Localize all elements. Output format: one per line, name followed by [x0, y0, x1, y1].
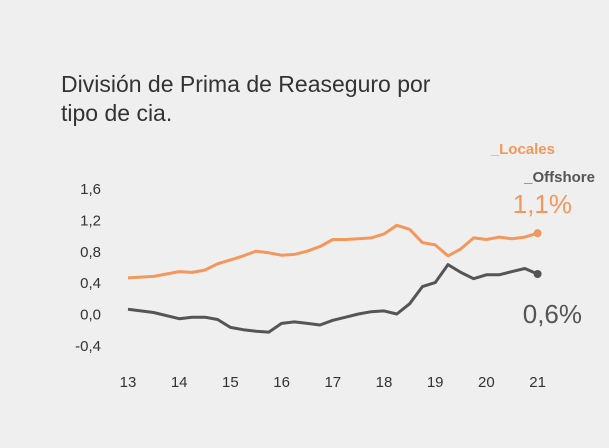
y-tick-label: 0,8 — [80, 244, 101, 261]
x-tick-label: 15 — [222, 374, 239, 391]
end-dot — [533, 229, 542, 238]
y-tick-label: 0,0 — [80, 307, 101, 324]
series-line — [127, 223, 539, 280]
legend-entry: _Locales — [490, 141, 555, 158]
x-tick-label: 16 — [273, 374, 290, 391]
end-dot — [533, 269, 542, 278]
chart-title: División de Prima de Reaseguro por tipo … — [61, 71, 431, 126]
x-tick-label: 18 — [376, 374, 393, 391]
y-tick-label: 1,2 — [80, 212, 101, 229]
y-tick-label: 1,6 — [80, 181, 101, 198]
end-annotation: 0,6% — [523, 299, 582, 329]
legend-entry: _Offshore — [523, 169, 595, 186]
y-tick-label: 0,4 — [80, 275, 101, 292]
x-tick-label: 14 — [171, 374, 188, 391]
end-annotation: 1,1% — [513, 189, 572, 219]
x-tick-label: 20 — [478, 374, 495, 391]
x-tick-label: 19 — [427, 374, 444, 391]
x-tick-label: 13 — [120, 374, 137, 391]
y-tick-label: -0,4 — [75, 338, 101, 355]
series-line — [127, 263, 539, 334]
x-tick-label: 21 — [529, 374, 546, 391]
x-tick-label: 17 — [324, 374, 341, 391]
